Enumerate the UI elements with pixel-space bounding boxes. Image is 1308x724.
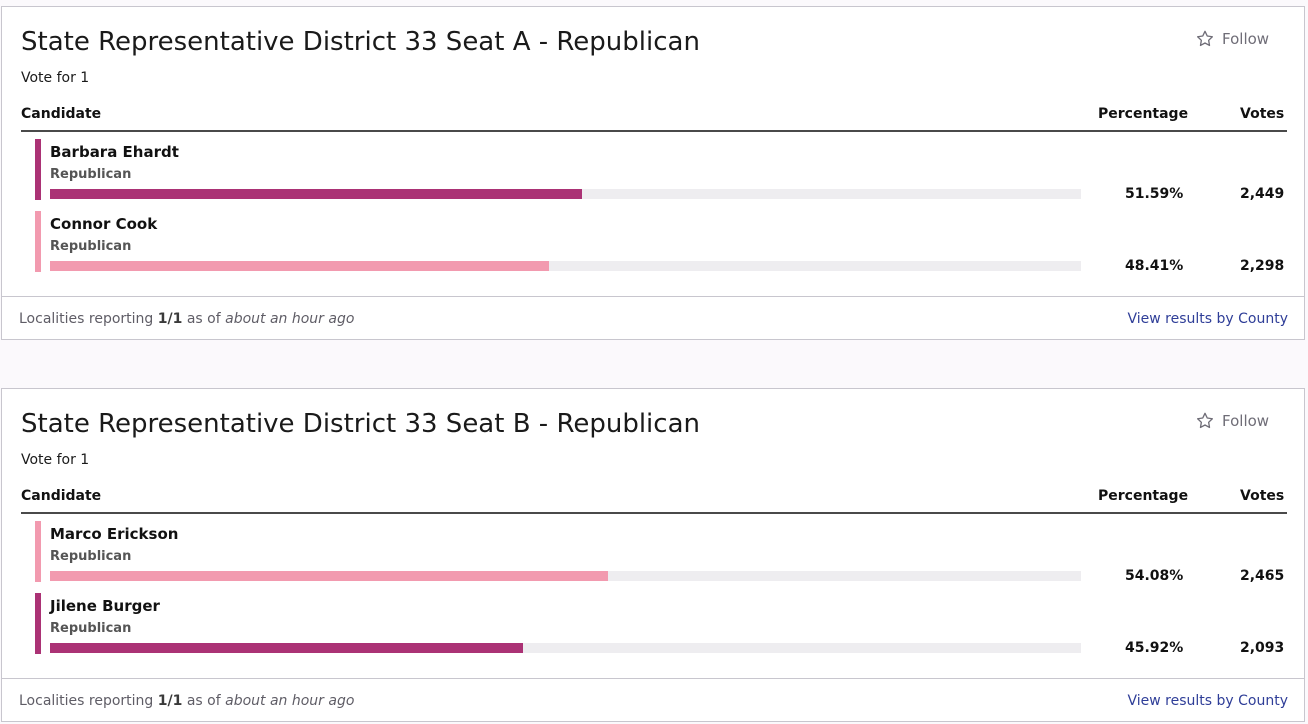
candidate-party: Republican — [50, 549, 132, 564]
candidate-votes: 2,449 — [1240, 186, 1285, 202]
view-results-by-county-link[interactable]: View results by County — [1127, 693, 1288, 709]
candidate-color-bar — [35, 211, 41, 272]
candidate-percentage: 45.92% — [1125, 640, 1184, 656]
follow-button[interactable]: Follow — [1195, 29, 1269, 49]
vote-share-track — [50, 643, 1081, 653]
candidate-name: Jilene Burger — [50, 597, 160, 615]
vote-share-bar — [50, 643, 524, 653]
candidate-name: Marco Erickson — [50, 525, 179, 543]
vote-share-track — [50, 571, 1081, 581]
candidate-name: Barbara Ehardt — [50, 143, 179, 161]
race-card: State Representative District 33 Seat B … — [1, 388, 1305, 722]
candidate-votes: 2,093 — [1240, 640, 1285, 656]
race-footer: Localities reporting 1/1 as of about an … — [2, 296, 1304, 339]
candidate-color-bar — [35, 593, 41, 654]
column-header-candidate: Candidate — [21, 488, 102, 504]
reporting-time: about an hour ago — [225, 693, 355, 709]
view-results-by-county-link[interactable]: View results by County — [1127, 311, 1288, 327]
candidate-color-bar — [35, 139, 41, 200]
candidate-row: Connor Cook Republican 48.41% 2,298 — [35, 211, 1287, 274]
header-divider — [21, 512, 1287, 514]
reporting-as-of: as of — [186, 693, 221, 709]
reporting-status: Localities reporting 1/1 as of about an … — [19, 311, 354, 327]
vote-for-label: Vote for 1 — [21, 70, 90, 86]
candidate-row: Barbara Ehardt Republican 51.59% 2,449 — [35, 139, 1287, 202]
reporting-count: 1/1 — [157, 693, 183, 709]
vote-share-bar — [50, 261, 550, 271]
race-title: State Representative District 33 Seat A … — [21, 27, 700, 57]
vote-share-track — [50, 189, 1081, 199]
follow-button[interactable]: Follow — [1195, 411, 1269, 431]
candidate-party: Republican — [50, 621, 132, 636]
vote-share-track — [50, 261, 1081, 271]
vote-share-bar — [50, 189, 582, 199]
race-card: State Representative District 33 Seat A … — [1, 6, 1305, 340]
candidate-row: Jilene Burger Republican 45.92% 2,093 — [35, 593, 1287, 656]
candidate-percentage: 54.08% — [1125, 568, 1184, 584]
candidate-percentage: 48.41% — [1125, 258, 1184, 274]
follow-label: Follow — [1222, 412, 1270, 430]
candidate-votes: 2,298 — [1240, 258, 1285, 274]
candidate-row: Marco Erickson Republican 54.08% 2,465 — [35, 521, 1287, 584]
candidate-party: Republican — [50, 239, 132, 254]
vote-for-label: Vote for 1 — [21, 452, 90, 468]
reporting-prefix: Localities reporting — [19, 693, 154, 709]
column-header-votes: Votes — [1240, 488, 1285, 504]
reporting-count: 1/1 — [157, 311, 183, 327]
reporting-prefix: Localities reporting — [19, 311, 154, 327]
reporting-time: about an hour ago — [225, 311, 355, 327]
candidate-percentage: 51.59% — [1125, 186, 1184, 202]
column-header-percentage: Percentage — [1098, 106, 1189, 122]
star-outline-icon — [1197, 30, 1213, 47]
star-outline-icon — [1197, 412, 1213, 429]
candidate-name: Connor Cook — [50, 215, 158, 233]
header-divider — [21, 130, 1287, 132]
candidate-votes: 2,465 — [1240, 568, 1285, 584]
column-header-candidate: Candidate — [21, 106, 102, 122]
race-footer: Localities reporting 1/1 as of about an … — [2, 678, 1304, 721]
reporting-status: Localities reporting 1/1 as of about an … — [19, 693, 354, 709]
vote-share-bar — [50, 571, 608, 581]
candidate-party: Republican — [50, 167, 132, 182]
reporting-as-of: as of — [186, 311, 221, 327]
follow-label: Follow — [1222, 30, 1270, 48]
column-header-percentage: Percentage — [1098, 488, 1189, 504]
race-title: State Representative District 33 Seat B … — [21, 409, 700, 439]
candidate-color-bar — [35, 521, 41, 582]
column-header-votes: Votes — [1240, 106, 1285, 122]
